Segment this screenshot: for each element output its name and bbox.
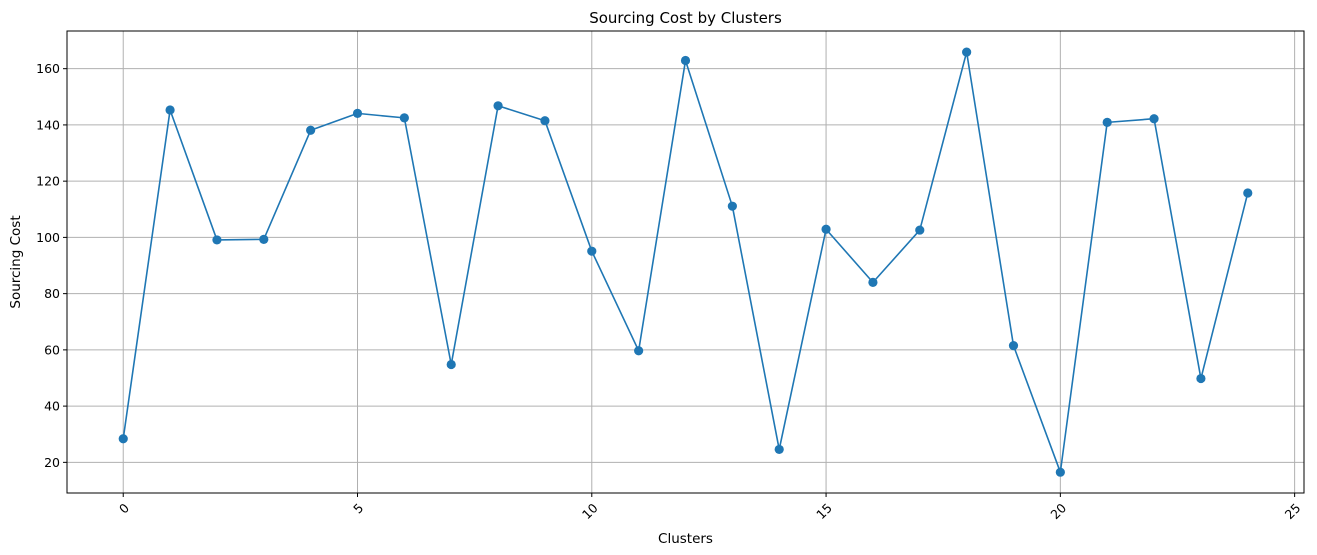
- x-tick-label: 25: [1282, 500, 1304, 522]
- data-point-marker: [774, 444, 784, 455]
- x-tick-label: 20: [1047, 500, 1069, 522]
- y-tick-label: 80: [44, 286, 60, 301]
- data-point-marker: [680, 55, 691, 66]
- y-tick-label: 60: [44, 342, 60, 357]
- data-point-marker: [352, 108, 363, 118]
- grid-lines: [67, 31, 1304, 493]
- data-point-marker: [868, 277, 878, 287]
- data-point-marker: [962, 47, 972, 57]
- series-line: [122, 51, 1249, 473]
- x-axis-ticks: 0 5 10 15 20 25: [116, 493, 1304, 522]
- data-point-marker: [1008, 341, 1019, 351]
- y-tick-label: 140: [36, 117, 60, 132]
- y-tick-label: 20: [44, 455, 60, 470]
- x-axis-title: Clusters: [658, 531, 713, 547]
- data-point-marker: [259, 234, 269, 244]
- data-point-marker: [399, 113, 409, 123]
- data-point-marker: [165, 105, 175, 115]
- data-point-marker: [1149, 114, 1159, 124]
- data-point-marker: [446, 359, 456, 370]
- data-point-marker: [1055, 467, 1065, 477]
- data-point-marker: [1196, 373, 1206, 384]
- x-tick-label: 5: [350, 500, 366, 516]
- data-point-marker: [306, 125, 316, 135]
- plot-area-frame: [66, 30, 1305, 494]
- data-point-marker: [727, 201, 737, 211]
- y-axis-ticks: 20 40 60 80 100 120 140 160: [36, 61, 67, 470]
- data-point-marker: [587, 246, 597, 256]
- data-point-marker: [634, 346, 644, 356]
- series-line-layer: [122, 51, 1249, 473]
- data-point-marker: [1102, 117, 1112, 127]
- data-point-marker: [1243, 188, 1253, 198]
- data-point-marker: [118, 434, 128, 444]
- x-tick-label: 10: [579, 500, 601, 522]
- y-tick-label: 160: [36, 61, 60, 76]
- data-point-marker: [493, 101, 503, 111]
- y-axis-title: Sourcing Cost: [8, 215, 24, 308]
- x-tick-label: 15: [813, 500, 835, 522]
- y-tick-label: 100: [36, 230, 60, 245]
- chart-title: Sourcing Cost by Clusters: [589, 9, 782, 27]
- y-tick-label: 40: [44, 399, 60, 414]
- y-tick-label: 120: [36, 174, 60, 189]
- data-point-marker: [821, 224, 831, 234]
- data-point-marker: [540, 116, 550, 126]
- data-point-marker: [915, 225, 925, 235]
- x-tick-label: 0: [116, 500, 132, 516]
- data-points: [118, 47, 1253, 477]
- data-point-marker: [212, 235, 222, 245]
